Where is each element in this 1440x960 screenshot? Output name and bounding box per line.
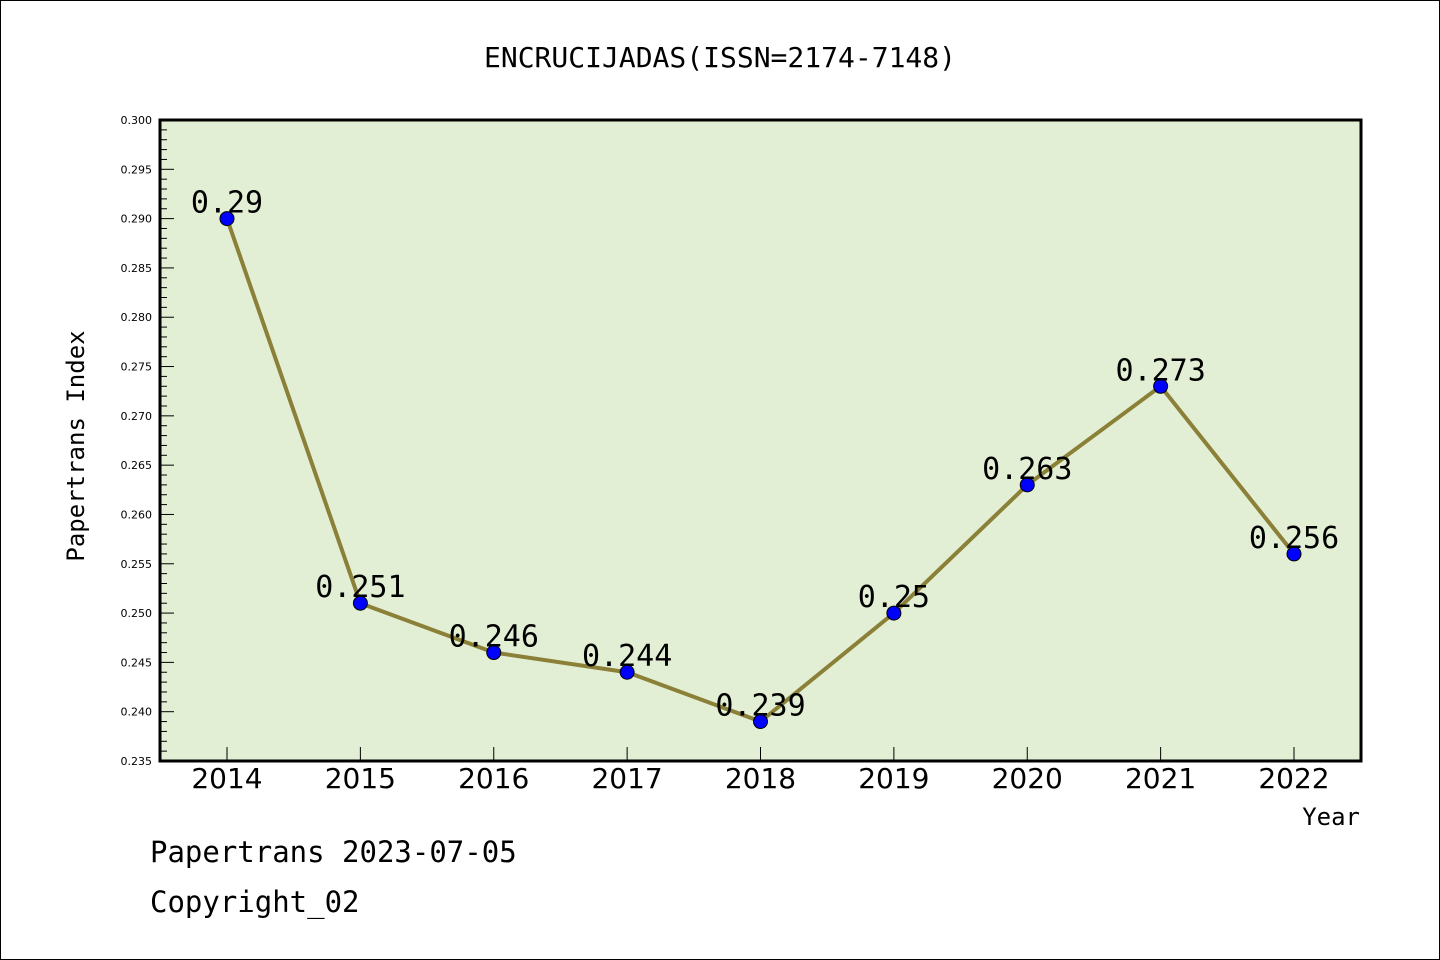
data-label: 0.244 bbox=[582, 639, 672, 674]
y-tick-label: 0.270 bbox=[121, 410, 153, 423]
y-tick-label: 0.235 bbox=[121, 755, 153, 768]
data-point bbox=[1153, 378, 1169, 394]
plot-border bbox=[158, 118, 1363, 763]
y-tick-label: 0.245 bbox=[121, 656, 153, 669]
y-tick-label: 0.240 bbox=[121, 706, 153, 719]
data-point bbox=[619, 664, 635, 680]
y-tick-label: 0.280 bbox=[121, 311, 153, 324]
x-axis: 2014 2015 2016 2017 2018 2019 2020 2021 2022 bbox=[191, 747, 1330, 795]
data-point bbox=[1286, 546, 1302, 562]
y-axis-label: Papertrans Index bbox=[62, 330, 90, 561]
plot-area bbox=[160, 120, 1361, 761]
y-tick-label: 0.275 bbox=[121, 361, 153, 374]
data-point bbox=[886, 605, 902, 621]
data-markers bbox=[219, 211, 1302, 730]
y-tick-label: 0.260 bbox=[121, 508, 153, 521]
x-tick-label: 2015 bbox=[325, 762, 396, 795]
data-label: 0.273 bbox=[1115, 353, 1205, 388]
y-tick-label: 0.295 bbox=[121, 163, 153, 176]
data-label: 0.25 bbox=[858, 580, 930, 615]
source-note: Papertrans 2023-07-05 bbox=[150, 835, 517, 869]
x-tick-label: 2017 bbox=[591, 762, 662, 795]
data-point bbox=[753, 714, 768, 730]
data-point bbox=[352, 595, 368, 611]
x-axis-label: Year bbox=[1302, 803, 1360, 831]
chart-title: ENCRUCIJADAS(ISSN=2174-7148) bbox=[484, 41, 956, 74]
data-label: 0.256 bbox=[1249, 521, 1339, 556]
y-axis: 0.235 0.240 0.245 0.250 0.255 0.260 0.265 0.270… bbox=[121, 114, 174, 768]
data-labels: 0.29 0.251 0.246 0.244 0.239 0.25 0.263 0.273 0.… bbox=[191, 186, 1339, 724]
y-tick-label: 0.255 bbox=[121, 558, 153, 571]
y-tick-label: 0.290 bbox=[121, 213, 153, 226]
data-point bbox=[1019, 477, 1035, 493]
x-tick-label: 2016 bbox=[458, 762, 529, 795]
y-tick-label: 0.250 bbox=[121, 607, 153, 620]
data-point bbox=[486, 645, 502, 661]
y-tick-label: 0.265 bbox=[121, 459, 153, 472]
x-tick-label: 2022 bbox=[1258, 762, 1329, 795]
x-tick-label: 2014 bbox=[191, 762, 262, 795]
data-label: 0.251 bbox=[315, 570, 405, 605]
data-label: 0.29 bbox=[191, 186, 263, 221]
data-label: 0.239 bbox=[715, 689, 805, 724]
x-tick-label: 2020 bbox=[992, 762, 1063, 795]
y-tick-label: 0.300 bbox=[121, 114, 153, 127]
x-tick-label: 2021 bbox=[1125, 762, 1196, 795]
x-tick-label: 2019 bbox=[858, 762, 929, 795]
data-point bbox=[219, 211, 235, 227]
x-tick-label: 2018 bbox=[725, 762, 796, 795]
y-tick-label: 0.285 bbox=[121, 262, 153, 275]
data-label: 0.263 bbox=[982, 452, 1072, 487]
data-label: 0.246 bbox=[449, 620, 539, 655]
copyright-note: Copyright_02 bbox=[150, 885, 360, 919]
